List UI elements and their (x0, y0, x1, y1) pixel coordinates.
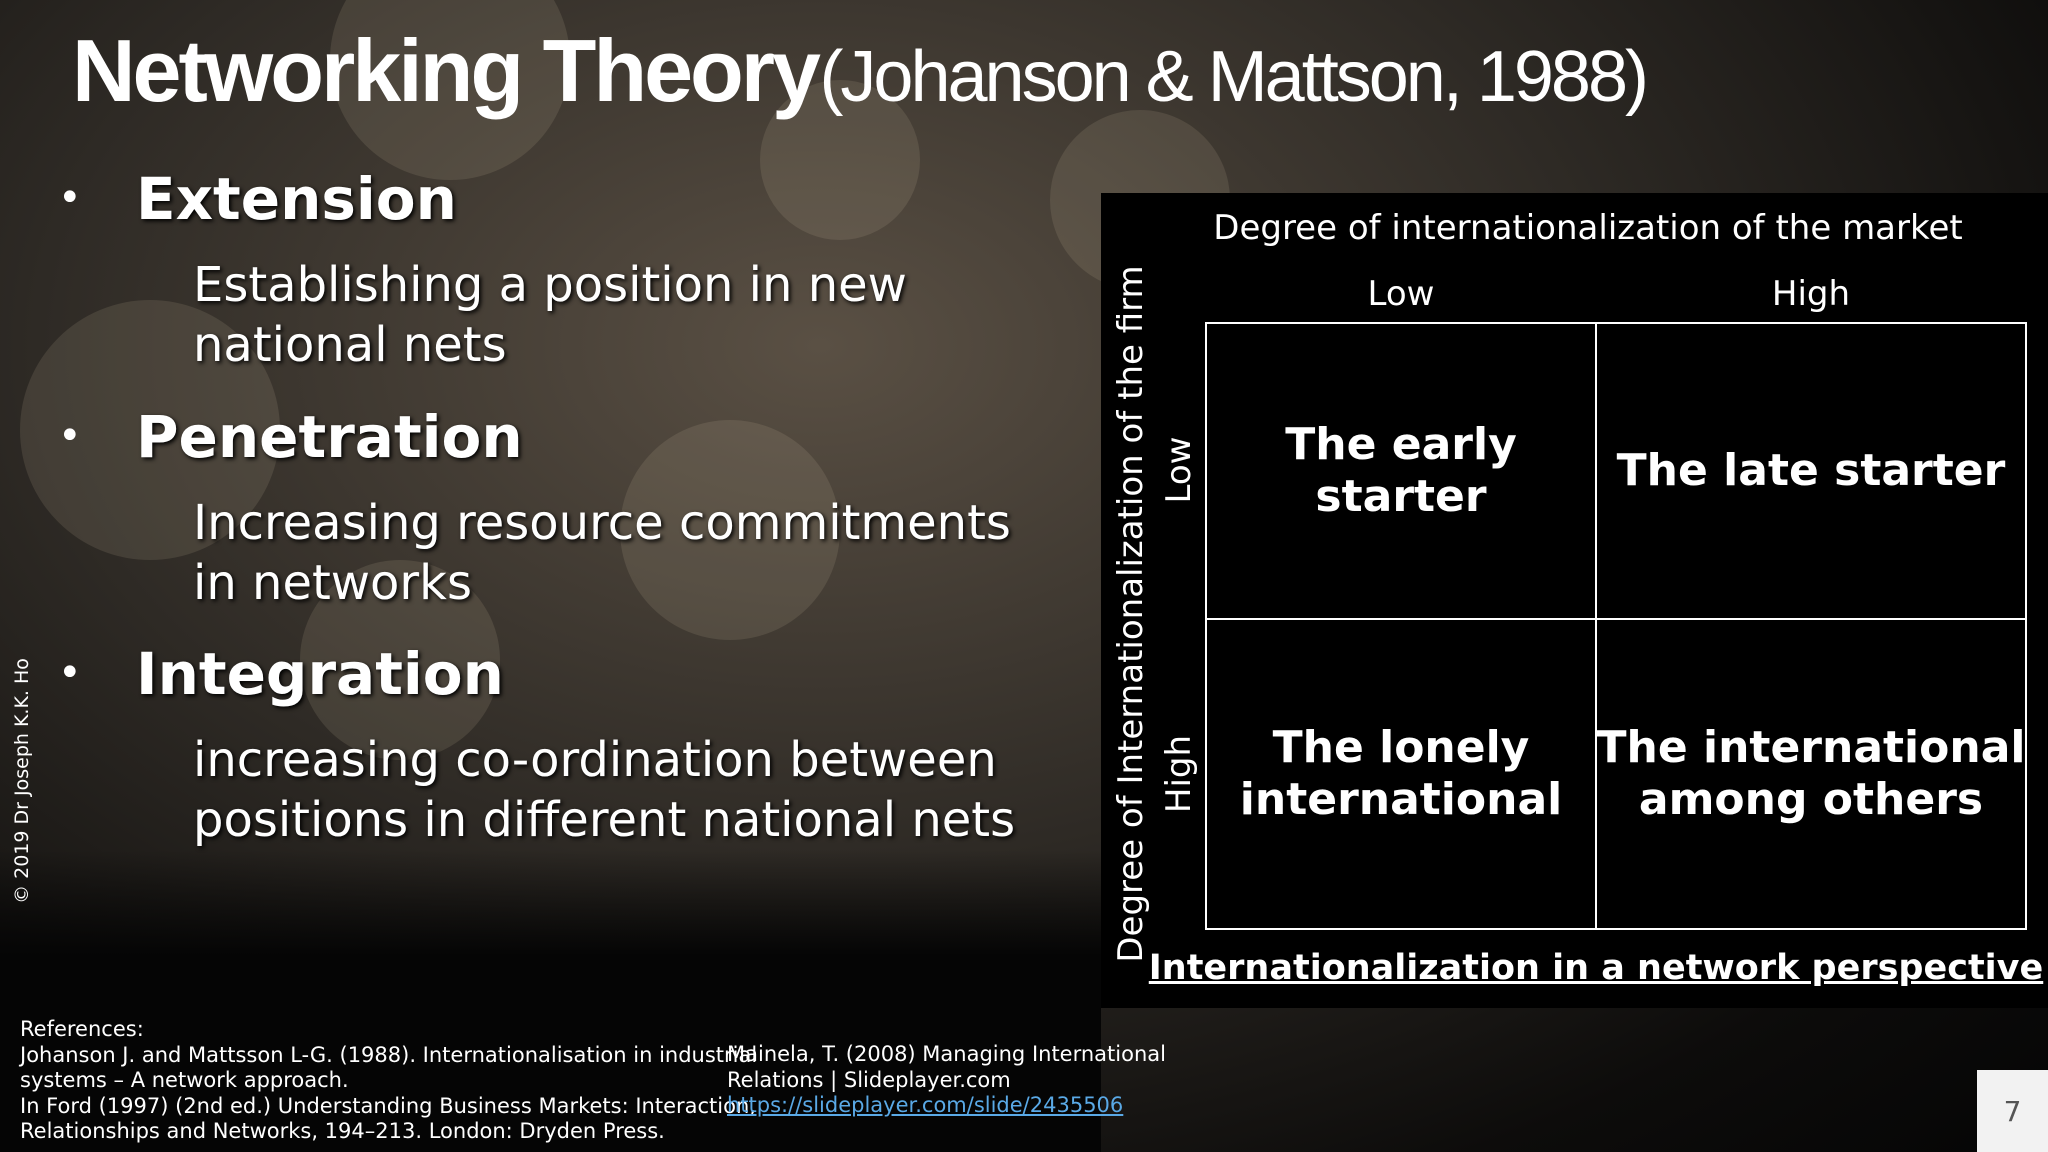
cell-text: The late starter (1616, 445, 2006, 496)
reference-line: In Ford (1997) (2nd ed.) Understanding B… (20, 1093, 756, 1118)
title-citation: (Johanson & Mattson, 1988) (819, 37, 1649, 117)
bokeh (620, 420, 840, 640)
references-right: Mainela, T. (2008) Managing Internationa… (727, 1042, 1166, 1119)
matrix-cell: The lonely international (1206, 619, 1596, 929)
title: Networking Theory (Johanson & Mattson, 1… (72, 20, 1649, 122)
bullet-text: in networks (193, 555, 472, 611)
bullet-heading: Penetration (136, 403, 523, 471)
cell-text: The early starter (1285, 419, 1517, 522)
references-heading: References: (20, 1017, 144, 1041)
reference-line: Relations | Slideplayer.com (727, 1067, 1011, 1092)
bullet-text: national nets (193, 317, 507, 373)
bullet-dot: • (58, 650, 82, 696)
cell-text: The international (1596, 722, 2026, 773)
x-label: High (1771, 274, 1851, 314)
matrix-cell: The late starter (1596, 323, 2026, 619)
bokeh (20, 300, 280, 560)
cell-text: The lonely (1272, 722, 1530, 773)
bullet-dot: • (58, 175, 82, 221)
reference-line: Relationships and Networks, 194–213. Lon… (20, 1119, 665, 1143)
reference-text: Johanson J. and Mattsson L-G. (1988). In… (20, 1043, 757, 1145)
bokeh (300, 560, 500, 760)
matrix-cell: The early starter (1206, 323, 1596, 619)
bullet-dot: • (58, 413, 82, 459)
grid-border (1205, 322, 2027, 930)
title-main: Networking Theory (72, 21, 821, 120)
page-number: 7 (1977, 1070, 2048, 1152)
bokeh (760, 80, 920, 240)
references-left: References: Johanson J. and Mattsson L-G… (20, 1017, 757, 1145)
bullet-text: Establishing a position in new (193, 257, 907, 313)
bullet-text: Increasing resource commitments (193, 495, 1011, 551)
cell-text: international (1239, 774, 1563, 825)
matrix-caption: Internationalization in a network perspe… (1148, 948, 2044, 988)
reference-link[interactable]: https://slideplayer.com/slide/2435506 (727, 1093, 1124, 1117)
silhouette-shade (0, 850, 1101, 1152)
bullet-text: increasing co-ordination between (193, 732, 997, 788)
x-label: Low (1367, 274, 1435, 314)
cell-text: among others (1638, 774, 1984, 825)
matrix-cell: The international among others (1596, 619, 2026, 929)
bullet-heading: Extension (136, 165, 457, 233)
matrix-panel (1101, 193, 2048, 1008)
reference-text: Mainela, T. (2008) Managing Internationa… (727, 1042, 1166, 1093)
reference-line: systems – A network approach. (20, 1068, 349, 1092)
reference-line: Johanson J. and Mattsson L-G. (1988). In… (20, 1042, 758, 1067)
x-axis-label: Degree of internationalization of the ma… (1213, 208, 1963, 248)
bullet-text: positions in different national nets (193, 792, 1016, 848)
reference-line: Mainela, T. (2008) Managing Internationa… (727, 1042, 1166, 1066)
bullet-heading: Integration (136, 640, 504, 708)
copyright: © 2019 Dr Joseph K.K. Ho (11, 658, 33, 904)
